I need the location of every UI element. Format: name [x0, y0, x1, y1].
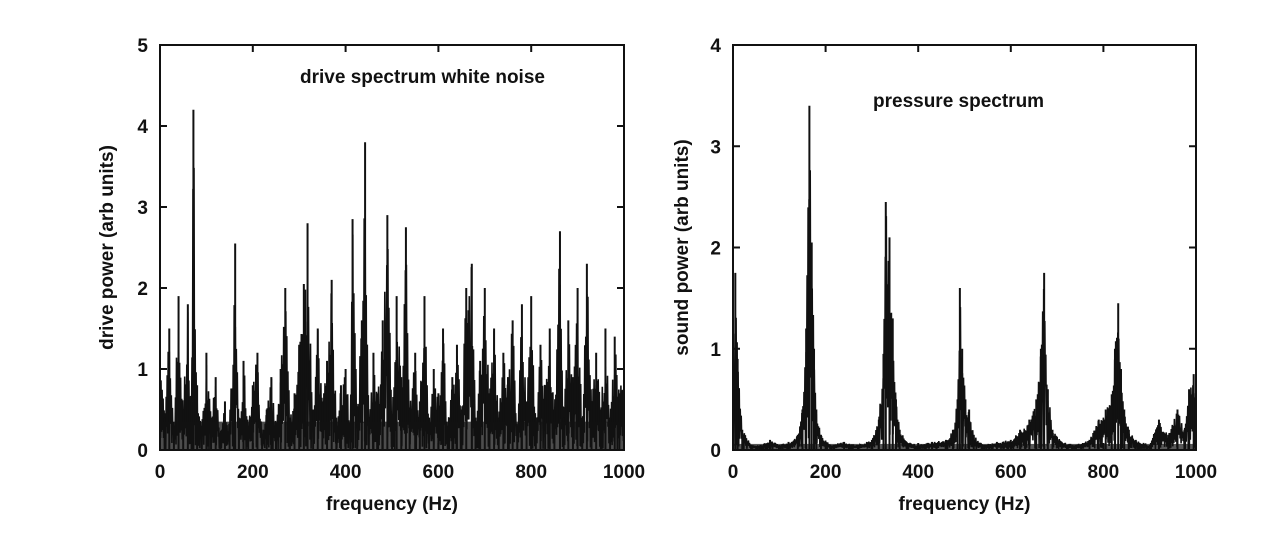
- drive-spectrum-chart: 0 200 400 600 800 1000 0 1 2 3 4 5 frequency (Hz) dri…: [97, 36, 645, 515]
- y-tick-label: 1: [137, 360, 148, 381]
- y-axis-label: drive power (arb units): [97, 145, 118, 350]
- x-tick-label: 800: [1088, 462, 1120, 483]
- y-tick-label: 3: [137, 198, 148, 219]
- x-tick-label: 600: [995, 462, 1027, 483]
- x-tick-label: 1000: [603, 462, 645, 483]
- y-tick-label: 2: [710, 239, 721, 260]
- y-tick-label: 3: [710, 137, 721, 158]
- x-axis-label: frequency (Hz): [899, 494, 1031, 515]
- x-tick-label: 400: [902, 462, 934, 483]
- plot-frame: [159, 44, 625, 451]
- x-tick-label: 0: [728, 462, 739, 483]
- y-tick-label: 5: [137, 36, 148, 57]
- y-tick-label: 0: [710, 441, 721, 462]
- y-axis-label: sound power (arb units): [672, 139, 693, 355]
- noise-floor-band: [733, 443, 1196, 450]
- x-tick-label: 1000: [1175, 462, 1217, 483]
- y-tick-label: 1: [710, 340, 721, 361]
- chart-annotation: pressure spectrum: [873, 91, 1044, 112]
- x-tick-label: 200: [237, 462, 269, 483]
- y-tick-label: 0: [137, 441, 148, 462]
- x-tick-label: 400: [330, 462, 362, 483]
- y-tick-label: 2: [137, 279, 148, 300]
- spectrum-line: [159, 167, 625, 451]
- pressure-spectrum-chart: 0 200 400 600 800 1000 0 1 2 3 4 frequency (Hz) soun…: [672, 36, 1217, 515]
- x-tick-label: 800: [515, 462, 547, 483]
- x-tick-label: 600: [423, 462, 455, 483]
- chart-annotation: drive spectrum white noise: [300, 67, 545, 88]
- x-axis-label: frequency (Hz): [326, 494, 458, 515]
- x-tick-label: 200: [810, 462, 842, 483]
- y-tick-label: 4: [710, 36, 721, 57]
- y-tick-label: 4: [137, 117, 148, 138]
- noise-floor-band: [160, 421, 624, 450]
- x-tick-label: 0: [155, 462, 166, 483]
